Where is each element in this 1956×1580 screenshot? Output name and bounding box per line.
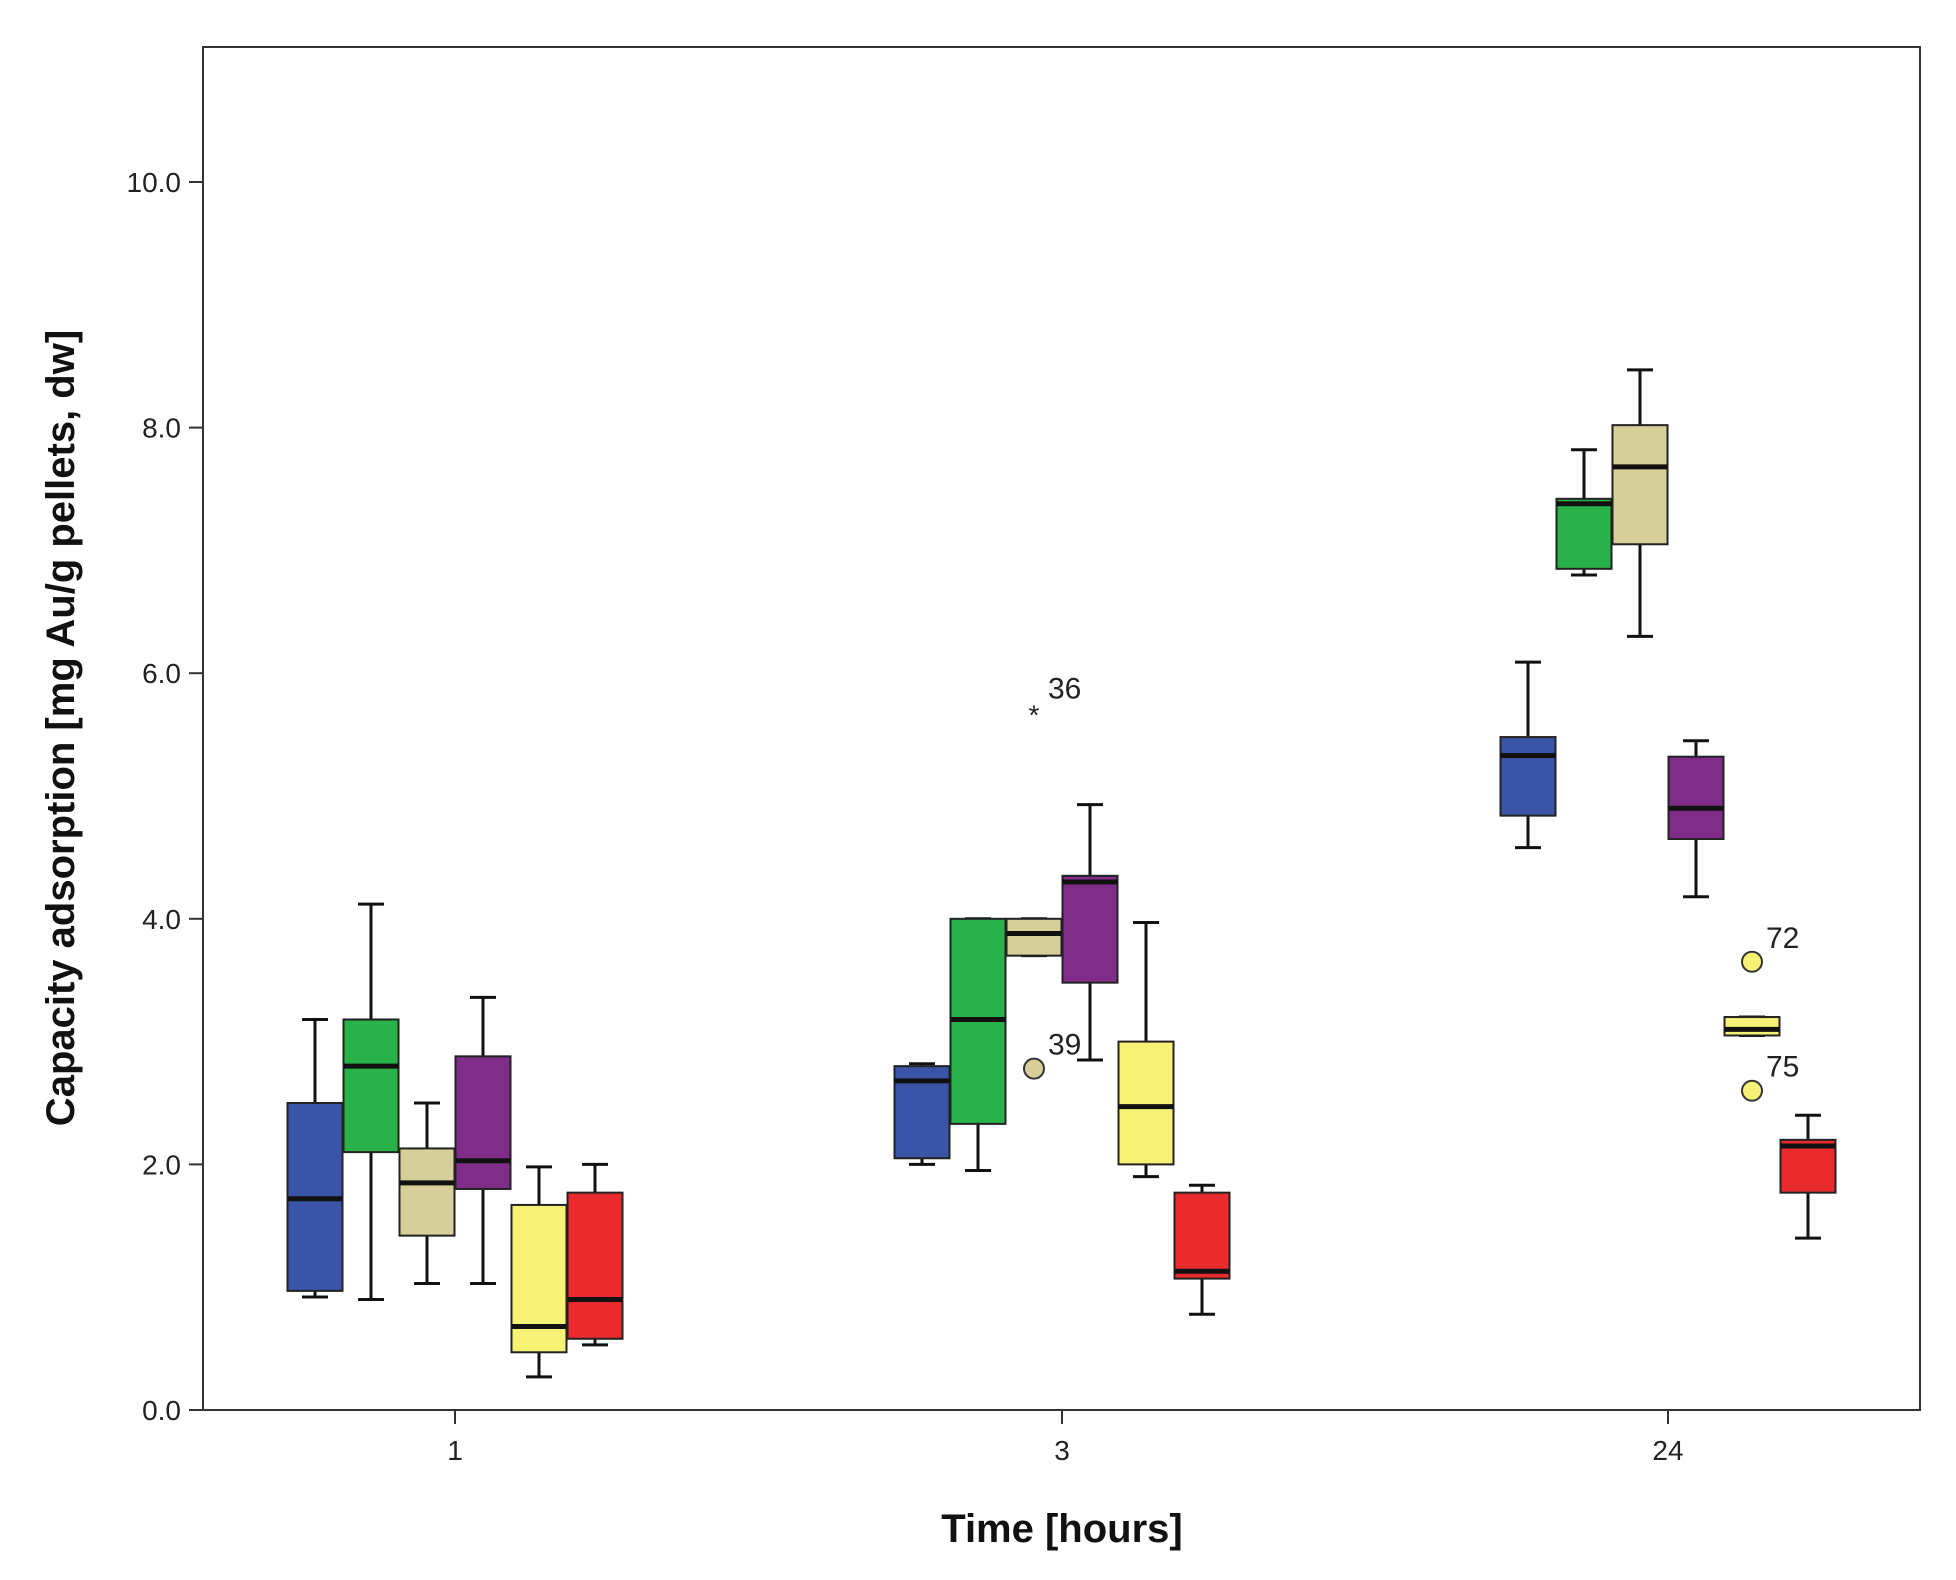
x-axis-title: Time [hours] [941,1507,1183,1551]
box-body [1723,1016,1781,1037]
box-yellow-24 [1723,1015,1781,1037]
outlier-label: 75 [1766,1051,1799,1084]
box-green-3 [949,917,1007,1173]
box-body [1611,424,1669,546]
box-tan-24 [1611,368,1669,638]
box-red-24 [1779,1113,1837,1240]
y-tick-label: 10.0 [127,167,182,198]
box-body [1779,1138,1837,1194]
y-tick-label: 8.0 [142,413,181,444]
outlier-circle-marker [1741,950,1763,973]
box-purple-24 [1667,739,1725,899]
box-purple-3 [1061,803,1119,1062]
box-body [1061,874,1119,984]
box-body [1667,755,1725,840]
x-tick-label: 1 [447,1435,463,1466]
box-body [342,1018,400,1154]
plot-layer: 0.0 2.0 4.0 6.0 8.0 10.0 1 3 24 * 36 39 72 75 [127,167,1837,1466]
box-yellow-3 [1117,920,1175,1179]
box-tan-1 [398,1101,456,1286]
y-axis-title: Capacity adsorption [mg Au/g pellets, dw… [39,330,83,1126]
outlier-label: 36 [1048,672,1081,705]
box-purple-1 [454,995,512,1286]
box-blue-24 [1499,660,1557,850]
box-blue-3 [893,1062,951,1166]
box-tan-3 [1005,917,1063,958]
box-body [510,1203,568,1354]
box-body [398,1147,456,1237]
box-green-24 [1555,448,1613,577]
box-green-1 [342,902,400,1301]
box-body [1117,1040,1175,1166]
outlier-circle-marker [1741,1079,1763,1102]
outlier-circle-marker [1023,1057,1045,1080]
x-tick-label: 24 [1652,1435,1683,1466]
box-body [1173,1191,1231,1280]
y-tick-label: 2.0 [142,1149,181,1180]
box-blue-1 [286,1017,344,1299]
outlier-label: 72 [1766,922,1799,955]
box-body [454,1055,512,1190]
x-tick-label: 3 [1054,1435,1070,1466]
y-tick-label: 0.0 [142,1395,181,1426]
y-tick-label: 6.0 [142,658,181,689]
y-tick-label: 4.0 [142,904,181,935]
box-body [1005,917,1063,957]
box-yellow-1 [510,1165,568,1379]
box-red-1 [566,1162,624,1347]
plot-frame [202,46,1921,1411]
box-body [1499,736,1557,817]
box-red-3 [1173,1183,1231,1316]
outlier-star-marker: * [1029,699,1040,730]
box-body [1555,497,1613,570]
outlier-label: 39 [1048,1029,1081,1062]
box-body [566,1191,624,1340]
